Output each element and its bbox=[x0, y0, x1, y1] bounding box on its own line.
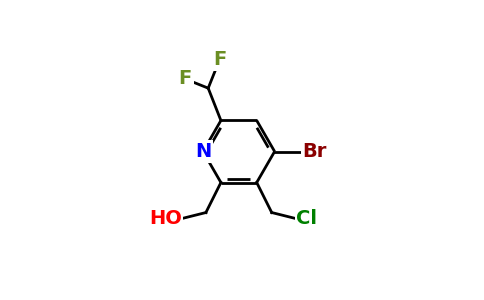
Text: N: N bbox=[195, 142, 211, 161]
Text: Cl: Cl bbox=[296, 209, 317, 228]
Text: HO: HO bbox=[149, 209, 182, 228]
Text: F: F bbox=[179, 69, 192, 88]
Text: Br: Br bbox=[302, 142, 327, 161]
Text: F: F bbox=[213, 50, 227, 69]
